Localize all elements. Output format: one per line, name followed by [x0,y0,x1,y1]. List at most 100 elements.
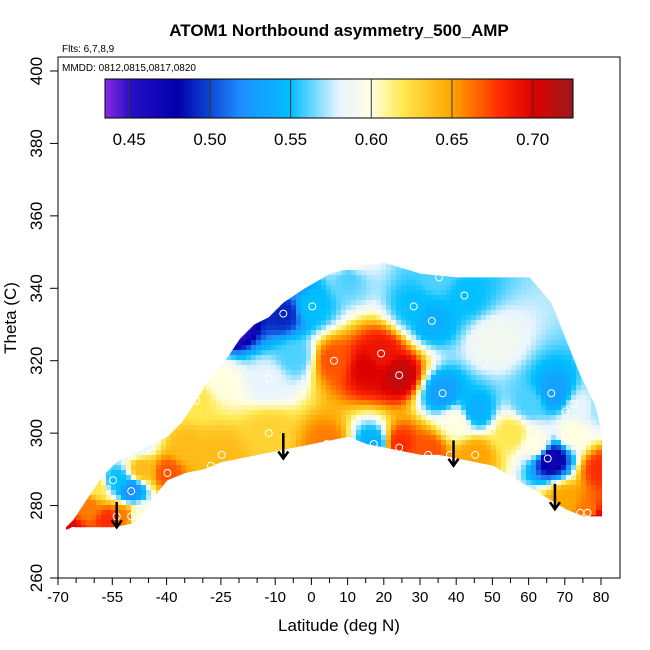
heatmap-cell [181,320,187,326]
heatmap-cell [231,490,237,496]
heatmap-cell [106,290,112,296]
heatmap-cell [236,415,242,421]
heatmap-cell [426,345,432,351]
heatmap-cell [96,385,102,391]
heatmap-cell [411,505,417,511]
heatmap-cell [121,485,127,491]
heatmap-cell [486,350,492,356]
heatmap-cell [66,455,72,461]
heatmap-cell [206,495,212,501]
heatmap-cell [461,255,467,261]
heatmap-cell [111,315,117,321]
heatmap-cell [176,310,182,316]
heatmap-cell [261,435,267,441]
heatmap-cell [491,480,497,486]
heatmap-cell [361,530,367,531]
heatmap-cell [256,400,262,406]
heatmap-cell [481,525,487,531]
heatmap-cell [376,505,382,511]
heatmap-cell [486,310,492,316]
heatmap-cell [391,500,397,506]
heatmap-cell [346,405,352,411]
heatmap-cell [466,530,472,531]
heatmap-cell [301,395,307,401]
heatmap-cell [86,255,92,261]
heatmap-cell [196,325,202,331]
heatmap-cell [71,455,77,461]
heatmap-cell [371,305,377,311]
heatmap-cell [346,370,352,376]
heatmap-cell [76,470,82,476]
heatmap-cell [241,262,247,266]
heatmap-cell [486,525,492,531]
heatmap-cell [121,430,127,436]
heatmap-cell [346,305,352,311]
heatmap-cell [271,375,277,381]
heatmap-cell [496,425,502,431]
heatmap-cell [116,420,122,426]
heatmap-cell [66,375,72,381]
heatmap-cell [246,500,252,506]
heatmap-cell [101,465,107,471]
heatmap-cell [461,390,467,396]
heatmap-cell [446,440,452,446]
heatmap-cell [341,330,347,336]
heatmap-cell [246,375,252,381]
heatmap-cell [506,350,512,356]
heatmap-cell [336,300,342,306]
heatmap-cell [241,375,247,381]
heatmap-cell [396,290,402,296]
heatmap-cell [236,500,242,506]
heatmap-cell [316,385,322,391]
heatmap-cell [276,375,282,381]
heatmap-cell [401,270,407,276]
heatmap-cell [381,275,387,281]
heatmap-cell [491,400,497,406]
heatmap-cell [391,385,397,391]
heatmap-cell [136,470,142,476]
heatmap-cell [96,305,102,311]
heatmap-cell [106,330,112,336]
heatmap-cell [81,300,87,306]
heatmap-cell [441,320,447,326]
heatmap-cell [276,262,282,266]
heatmap-cell [501,375,507,381]
heatmap-cell [181,330,187,336]
heatmap-cell [256,340,262,346]
heatmap-cell [171,410,177,416]
heatmap-cell [331,460,337,466]
heatmap-cell [251,405,257,411]
heatmap-cell [131,480,137,486]
heatmap-cell [176,400,182,406]
heatmap-cell [451,400,457,406]
heatmap-cell [361,405,367,411]
heatmap-cell [76,420,82,426]
heatmap-cell [416,400,422,406]
heatmap-cell [326,365,332,371]
heatmap-cell [401,290,407,296]
heatmap-cell [451,480,457,486]
heatmap-cell [336,445,342,451]
heatmap-cell [126,255,132,261]
heatmap-cell [311,365,317,371]
heatmap-cell [476,310,482,316]
heatmap-cell [156,450,162,456]
heatmap-cell [86,475,92,481]
heatmap-cell [471,470,477,476]
heatmap-cell [386,475,392,481]
heatmap-cell [156,300,162,306]
heatmap-cell [216,340,222,346]
heatmap-cell [126,510,132,516]
heatmap-cell [166,460,172,466]
heatmap-cell [166,410,172,416]
heatmap-cell [296,365,302,371]
heatmap-cell [301,305,307,311]
heatmap-cell [386,415,392,421]
heatmap-cell [476,390,482,396]
heatmap-cell [421,270,427,276]
heatmap-cell [256,430,262,436]
heatmap-cell [386,295,392,301]
heatmap-cell [371,490,377,496]
heatmap-cell [236,380,242,386]
heatmap-cell [141,515,147,521]
